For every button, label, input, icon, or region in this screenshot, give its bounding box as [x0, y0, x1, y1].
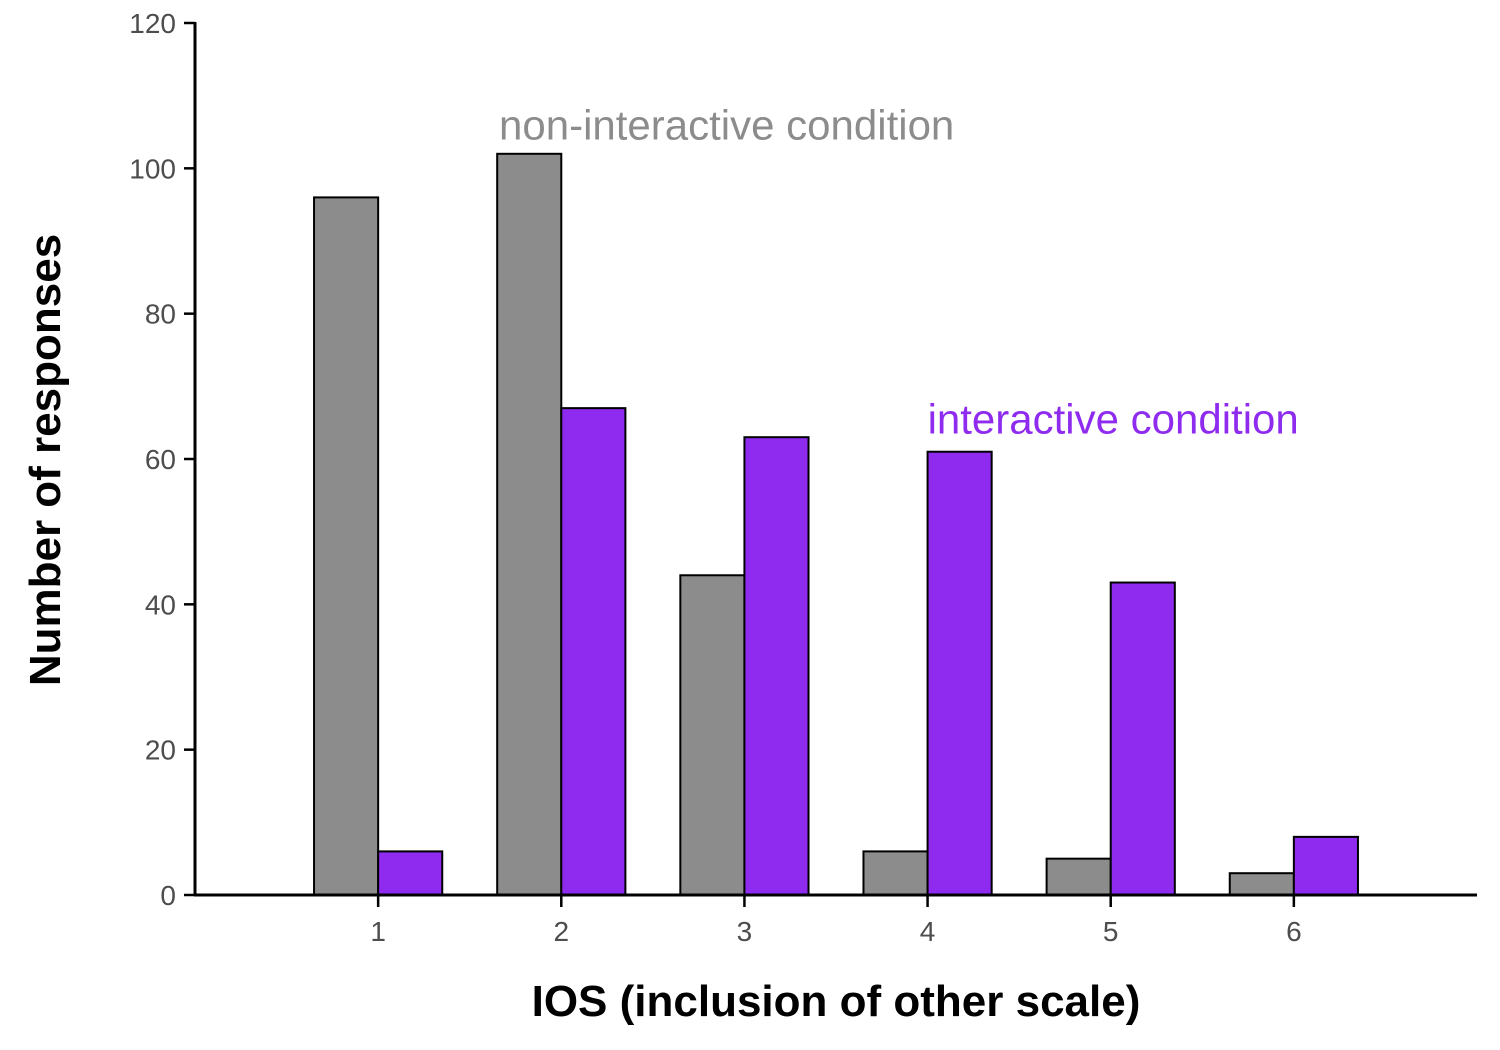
bar-non-interactive-4	[862, 850, 929, 897]
bar-non-interactive-5	[1045, 857, 1112, 897]
y-tick-label: 80	[145, 299, 176, 330]
y-axis-title: Number of responses	[21, 234, 70, 686]
y-tick-label: 60	[145, 444, 176, 475]
y-tick-label: 100	[129, 153, 176, 184]
x-tick-label: 2	[553, 916, 569, 947]
bar-non-interactive-3	[679, 574, 746, 896]
interactive-annotation: interactive condition	[928, 396, 1299, 443]
bar-interactive-1	[377, 850, 444, 897]
x-tick-label: 4	[920, 916, 936, 947]
bar-non-interactive-2	[496, 152, 563, 897]
y-axis-ticks: 0 20 40 60 80 100 120	[129, 8, 195, 911]
y-tick-label: 40	[145, 589, 176, 620]
bar-non-interactive-6	[1228, 872, 1295, 897]
bar-interactive-6	[1292, 835, 1359, 896]
x-axis-title: IOS (inclusion of other scale)	[532, 977, 1141, 1026]
y-tick-label: 20	[145, 735, 176, 766]
bar-interactive-4	[926, 450, 993, 896]
x-tick-label: 3	[737, 916, 753, 947]
y-tick-label: 120	[129, 8, 176, 39]
non-interactive-annotation: non-interactive condition	[499, 101, 954, 148]
x-tick-label: 5	[1103, 916, 1119, 947]
bar-interactive-3	[743, 436, 810, 896]
bar-non-interactive-1	[313, 196, 380, 896]
bar-interactive-2	[560, 407, 627, 896]
x-axis-ticks: 1 2 3 4 5 6	[370, 895, 1302, 947]
bar-interactive-5	[1109, 581, 1176, 896]
x-tick-label: 6	[1286, 916, 1302, 947]
bars-group	[313, 152, 1359, 897]
y-tick-label: 0	[160, 880, 176, 911]
x-tick-label: 1	[370, 916, 386, 947]
